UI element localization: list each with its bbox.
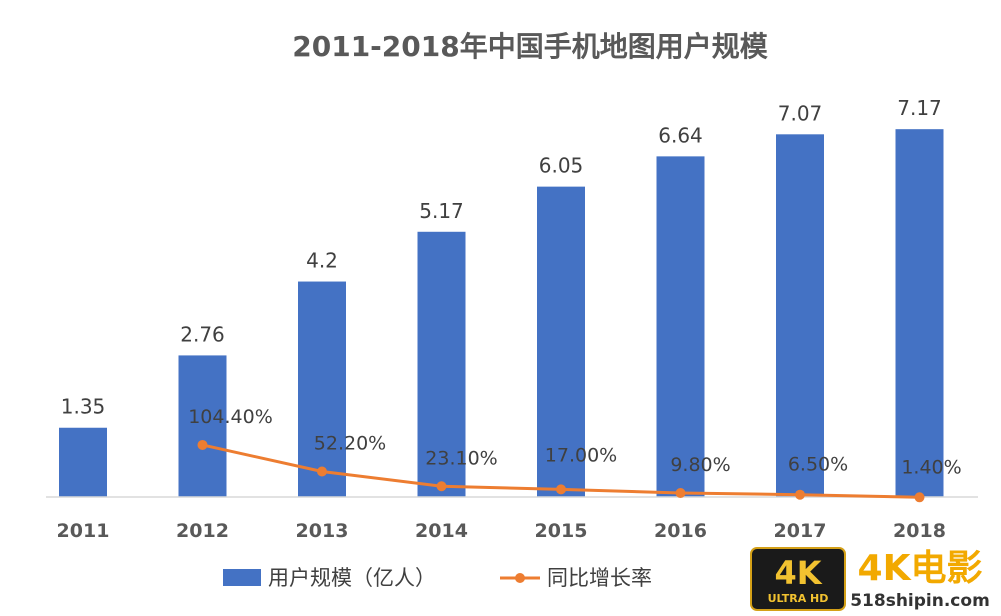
x-tick-label-2016: 2016 xyxy=(654,520,707,542)
legend-swatch-bar xyxy=(223,569,261,586)
legend-label-line: 同比增长率 xyxy=(547,566,652,590)
x-tick-label-2014: 2014 xyxy=(415,520,468,542)
x-tick-label-2015: 2015 xyxy=(535,520,588,542)
growth-point-2018 xyxy=(914,492,925,503)
x-tick-label-2013: 2013 xyxy=(296,520,349,542)
watermark-badge xyxy=(750,547,846,611)
bar-2017 xyxy=(776,134,824,497)
growth-point-2015 xyxy=(556,484,566,495)
bar-value-label-2015: 6.05 xyxy=(539,154,584,178)
watermark-logo: 4K ULTRA HD 4K电影 518shipin.com xyxy=(750,547,990,611)
bar-2011 xyxy=(59,427,107,497)
growth-label-2013: 52.20% xyxy=(314,432,386,454)
growth-line-series: 104.40% 52.20% 23.10% 17.00% 9.80% 6.50% 1.40% xyxy=(188,406,962,503)
watermark-brand: 4K电影 xyxy=(858,548,983,589)
bar-2012 xyxy=(178,355,227,497)
x-tick-label-2012: 2012 xyxy=(176,520,229,542)
bar-2016 xyxy=(656,156,705,498)
growth-point-2017 xyxy=(795,489,805,500)
bar-2014 xyxy=(417,231,466,498)
bar-2015 xyxy=(537,186,585,497)
x-axis-tick-labels: 2011 2012 2013 2014 2015 2016 2017 2018 xyxy=(57,520,946,542)
growth-point-2013 xyxy=(317,466,327,477)
growth-point-2014 xyxy=(436,481,447,492)
watermark-badge-sub: ULTRA HD xyxy=(768,592,829,605)
watermark-badge-main: 4K xyxy=(774,554,822,592)
growth-label-2012: 104.40% xyxy=(188,406,273,428)
bar-2013 xyxy=(298,281,346,497)
growth-point-2012 xyxy=(197,439,208,450)
bar-value-label-2017: 7.07 xyxy=(778,101,823,125)
legend-label-bar: 用户规模（亿人） xyxy=(268,566,436,590)
chart-title: 2011-2018年中国手机地图用户规模 xyxy=(292,30,768,63)
legend: 用户规模（亿人） 同比增长率 xyxy=(223,566,652,590)
x-tick-label-2018: 2018 xyxy=(893,520,946,542)
bar-value-label-2016: 6.64 xyxy=(658,123,703,147)
growth-label-2014: 23.10% xyxy=(425,447,497,469)
bar-value-label-2013: 4.2 xyxy=(306,249,338,273)
bar-series xyxy=(59,129,944,498)
growth-point-2016 xyxy=(675,488,686,499)
growth-label-2017: 6.50% xyxy=(788,454,848,476)
watermark-site: 518shipin.com xyxy=(850,591,990,611)
growth-label-2018: 1.40% xyxy=(901,456,961,478)
bar-value-label-2014: 5.17 xyxy=(419,199,464,223)
growth-label-2016: 9.80% xyxy=(670,454,730,476)
x-tick-label-2011: 2011 xyxy=(57,520,110,542)
legend-swatch-marker xyxy=(515,573,525,583)
bar-value-labels: 1.35 2.76 4.2 5.17 6.05 6.64 7.07 7.17 xyxy=(61,96,942,419)
bar-value-label-2018: 7.17 xyxy=(897,96,942,120)
x-tick-label-2017: 2017 xyxy=(774,520,827,542)
growth-label-2015: 17.00% xyxy=(545,444,617,466)
bar-2018 xyxy=(895,129,944,497)
bar-value-label-2011: 1.35 xyxy=(61,395,106,419)
bar-value-label-2012: 2.76 xyxy=(180,322,225,346)
